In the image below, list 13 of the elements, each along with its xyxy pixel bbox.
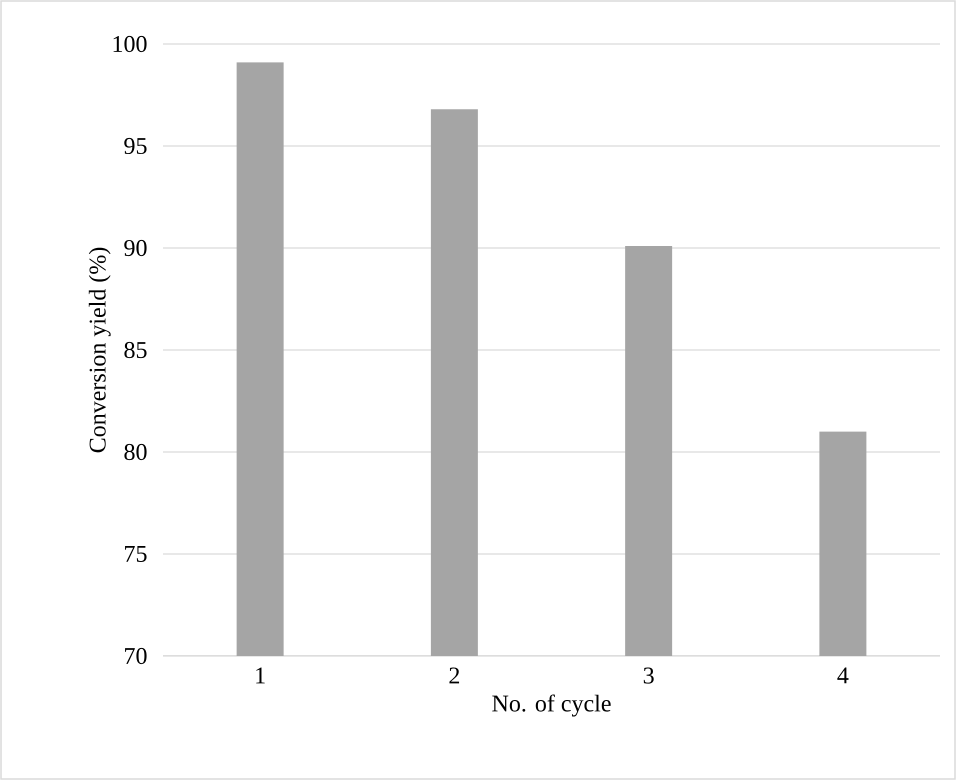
y-tick-label: 100 [114, 36, 147, 52]
y-tick-label: 90 [124, 240, 147, 256]
y-tick-label: 95 [124, 138, 147, 154]
y-tick-label: 80 [124, 444, 147, 460]
x-tick-label: 3 [644, 668, 654, 684]
y-axis-title: Conversion yield (%) [88, 248, 111, 452]
y-tick-label: 70 [125, 648, 147, 664]
y-tick-label: 85 [124, 342, 147, 358]
x-tick-label: 2 [449, 668, 460, 684]
x-axis-title: No. of cycle [492, 694, 611, 717]
x-tick-label: 1 [256, 668, 265, 684]
x-tick-label: 4 [837, 668, 849, 684]
y-tick-label: 75 [125, 546, 147, 562]
